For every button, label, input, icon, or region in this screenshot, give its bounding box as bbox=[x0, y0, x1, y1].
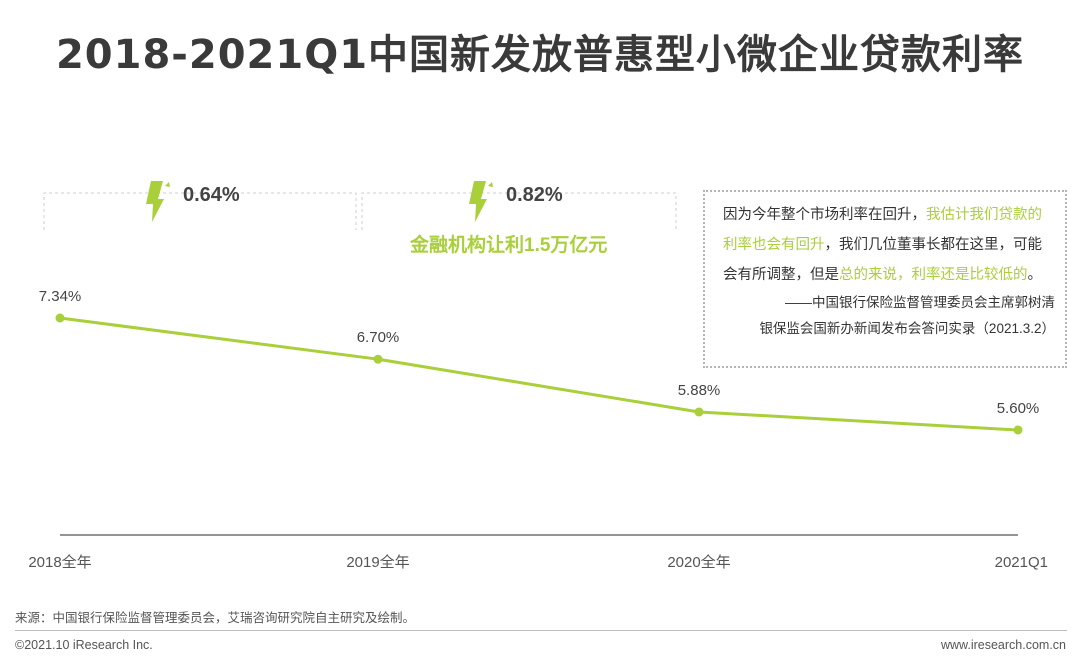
quote-source: 银保监会国新办新闻发布会答问实录（2021.3.2） bbox=[759, 321, 1055, 336]
data-label: 6.70% bbox=[357, 329, 400, 346]
copyright: ©2021.10 iResearch Inc. bbox=[15, 638, 153, 652]
chart-title: 2018-2021Q1中国新发放普惠型小微企业贷款利率 bbox=[55, 32, 1025, 78]
quote-segment: 。 bbox=[1027, 267, 1043, 283]
spark-icon bbox=[488, 182, 493, 187]
down-arrow-icon bbox=[146, 181, 164, 222]
website-link[interactable]: www.iresearch.com.cn bbox=[940, 638, 1066, 652]
data-point bbox=[1013, 425, 1023, 435]
quote-segment: ，我们几位董事长都在这里，可能会有所调整，但是 bbox=[723, 237, 1042, 283]
annotation-note: 金融机构让利1.5万亿元 bbox=[410, 235, 608, 256]
footer-divider bbox=[15, 630, 1067, 631]
quote-text: 因为今年整个市场利率在回升，我估计我们贷款的利率也会有回升，我们几位董事长都在这… bbox=[723, 200, 1055, 290]
down-arrow-icon bbox=[469, 181, 487, 222]
data-point bbox=[55, 313, 65, 323]
x-tick-label: 2020全年 bbox=[667, 553, 730, 571]
annotation-bracket bbox=[361, 192, 677, 230]
data-point bbox=[373, 354, 383, 364]
line-chart: 2018全年 2019全年 2020全年 2021Q1 7.34% 6.70% 5.88% 5… bbox=[28, 181, 1048, 571]
drop-label-2: 0.82% bbox=[506, 184, 563, 206]
source-note: 来源：中国银行保险监督管理委员会，艾瑞咨询研究院自主研究及绘制。 bbox=[15, 611, 416, 625]
series-line bbox=[59, 316, 1019, 432]
drop-label-1: 0.64% bbox=[183, 184, 240, 206]
data-label: 5.88% bbox=[678, 382, 721, 399]
spark-icon bbox=[165, 182, 170, 187]
data-point bbox=[694, 407, 704, 417]
data-label: 7.34% bbox=[39, 288, 82, 305]
x-tick-label: 2018全年 bbox=[28, 553, 91, 571]
quote-segment: 因为今年整个市场利率在回升， bbox=[723, 207, 926, 223]
data-label: 5.60% bbox=[997, 400, 1040, 417]
quote-highlight: 我估计我们贷款的利率也会有回升 bbox=[723, 207, 1042, 253]
x-tick-label: 2021Q1 bbox=[995, 554, 1048, 571]
quote-attribution: ——中国银行保险监督管理委员会主席郭树清 bbox=[785, 295, 1055, 310]
quote-box: 因为今年整个市场利率在回升，我估计我们贷款的利率也会有回升，我们几位董事长都在这… bbox=[703, 190, 1067, 368]
x-tick-label: 2019全年 bbox=[346, 553, 409, 571]
quote-highlight: 总的来说，利率还是比较低的 bbox=[839, 267, 1028, 283]
annotation-bracket bbox=[43, 192, 357, 230]
